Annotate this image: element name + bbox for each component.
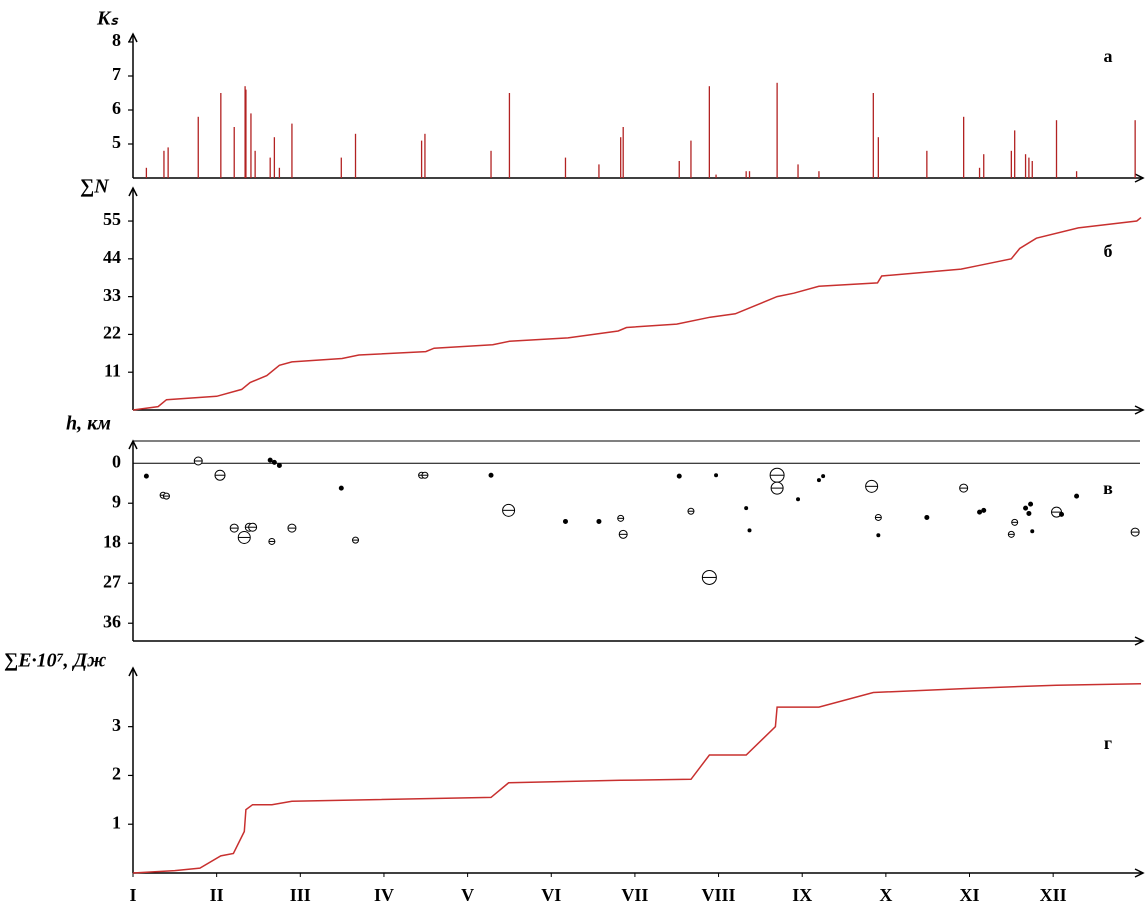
y-axis-arrow (128, 32, 138, 43)
panel-letter: г (1104, 733, 1112, 753)
hypocenter (796, 497, 801, 502)
hypocenter (1074, 493, 1080, 499)
y-tick-label: 7 (112, 64, 121, 84)
x-tick-label: IV (374, 885, 394, 905)
x-tick-label: VII (621, 885, 648, 905)
x-tick-label: VI (541, 885, 561, 905)
panel-letter: в (1103, 478, 1113, 498)
y-tick-label: 8 (112, 30, 121, 50)
y-tick-label: 11 (104, 360, 121, 380)
hypocenter (924, 514, 930, 520)
hypocenter (338, 485, 344, 491)
hypocenter (1028, 501, 1034, 507)
x-tick-label: II (210, 885, 224, 905)
y-axis-arrow (128, 186, 138, 197)
hypocenter (1026, 510, 1032, 516)
panel-letter: а (1104, 46, 1113, 66)
y-axis-title: h, км (66, 413, 111, 435)
y-tick-label: 3 (112, 715, 121, 735)
x-axis-arrow (1134, 636, 1145, 646)
y-tick-label: 36 (103, 611, 121, 631)
y-tick-label: 1 (112, 812, 121, 832)
hypocenter (876, 533, 881, 538)
hypocenter (816, 478, 821, 483)
hypocenter (977, 509, 983, 515)
y-axis-arrow (128, 666, 138, 677)
y-tick-label: 5 (112, 132, 121, 152)
hypocenter (1059, 511, 1065, 517)
hypocenter (981, 507, 987, 513)
hypocenter (821, 474, 826, 479)
x-tick-label: VIII (702, 885, 736, 905)
hypocenter (1023, 505, 1029, 511)
y-tick-label: 9 (112, 491, 121, 511)
y-tick-label: 22 (103, 323, 121, 343)
hypocenter (747, 528, 752, 533)
y-tick-label: 6 (112, 98, 121, 118)
hypocenter (596, 518, 602, 524)
hypocenter (276, 462, 282, 468)
hypocenter (676, 473, 682, 479)
panel-letter: б (1104, 241, 1113, 261)
hypocenter (744, 506, 749, 511)
hypocenter (562, 518, 568, 524)
x-tick-label: XII (1040, 885, 1067, 905)
y-tick-label: 55 (103, 209, 121, 229)
x-tick-label: X (879, 885, 892, 905)
x-tick-label: I (129, 885, 136, 905)
y-tick-label: 18 (103, 531, 121, 551)
hypocenter (143, 473, 149, 479)
hypocenter (271, 459, 277, 465)
y-tick-label: 44 (103, 247, 121, 267)
hypocenter (488, 472, 494, 478)
cumulative-line (132, 682, 1142, 874)
x-axis-arrow (1134, 173, 1145, 183)
y-axis-title: ∑N (80, 176, 110, 198)
hypocenter (267, 457, 273, 463)
cumulative-line (132, 217, 1142, 411)
x-axis-arrow (1134, 405, 1145, 415)
x-tick-label: XI (960, 885, 980, 905)
y-tick-label: 27 (103, 571, 121, 591)
x-tick-label: V (461, 885, 474, 905)
y-axis-title: Kₛ (96, 8, 118, 30)
y-tick-label: 33 (103, 285, 121, 305)
x-tick-label: IX (792, 885, 812, 905)
hypocenter (1030, 529, 1035, 534)
x-axis-arrow (1134, 868, 1145, 878)
y-axis-title: ∑E·10⁷, Дж (4, 650, 106, 672)
x-tick-label: III (290, 885, 311, 905)
hypocenter (714, 473, 719, 478)
y-tick-label: 0 (112, 451, 121, 471)
y-tick-label: 2 (112, 764, 121, 784)
